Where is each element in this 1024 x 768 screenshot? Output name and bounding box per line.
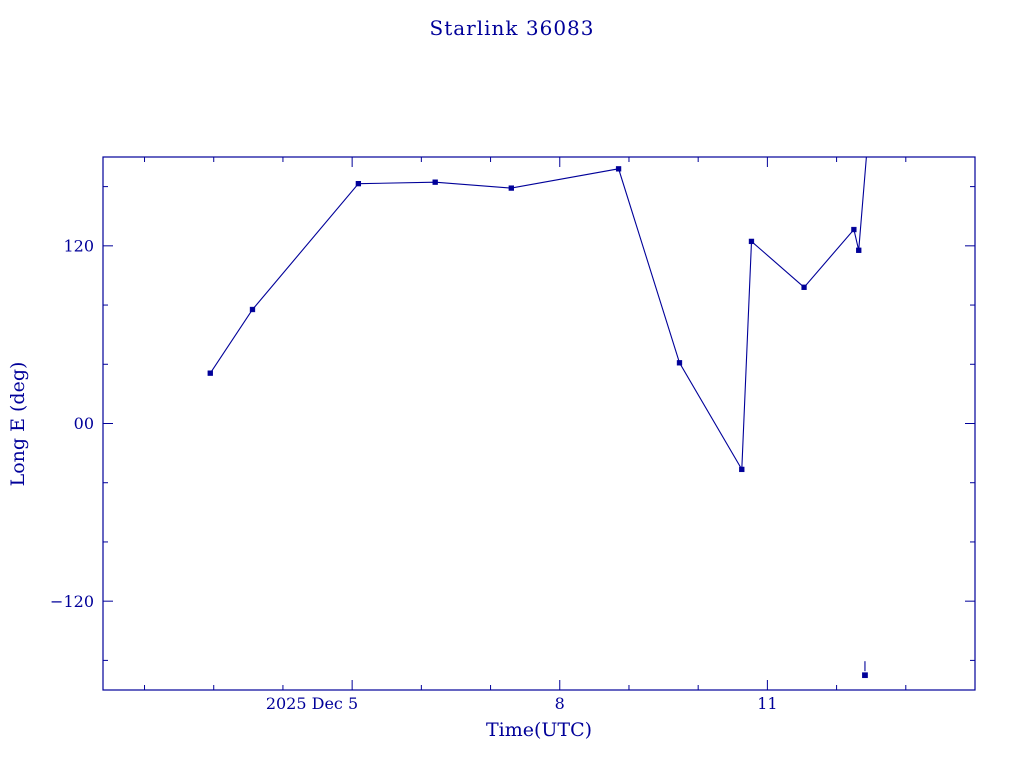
y-tick-label: −120 <box>50 592 94 611</box>
x-tick-label: 8 <box>555 694 565 713</box>
isolated-data-point-marker <box>862 672 868 679</box>
x-tick-label: 2025 Dec 5 <box>266 694 358 713</box>
data-point-marker <box>615 166 622 172</box>
data-point-marker <box>207 370 213 376</box>
data-point-marker <box>355 181 362 187</box>
x-axis-label: Time(UTC) <box>485 719 593 741</box>
x-tick-label: 11 <box>757 694 777 713</box>
y-tick-label: 120 <box>63 236 94 255</box>
data-point-marker <box>801 284 807 290</box>
data-point-marker <box>676 360 683 366</box>
y-tick-label: 00 <box>74 414 94 433</box>
data-point-marker <box>508 185 514 191</box>
data-point-marker <box>432 179 438 185</box>
data-point-marker <box>851 226 857 233</box>
chart-title: Starlink 36083 <box>429 16 595 40</box>
series-line <box>209 157 867 472</box>
data-point-marker <box>249 306 256 313</box>
data-point-marker <box>856 247 862 253</box>
plot-frame <box>102 156 976 691</box>
data-point-marker <box>748 238 755 245</box>
data-point-marker <box>739 466 745 473</box>
